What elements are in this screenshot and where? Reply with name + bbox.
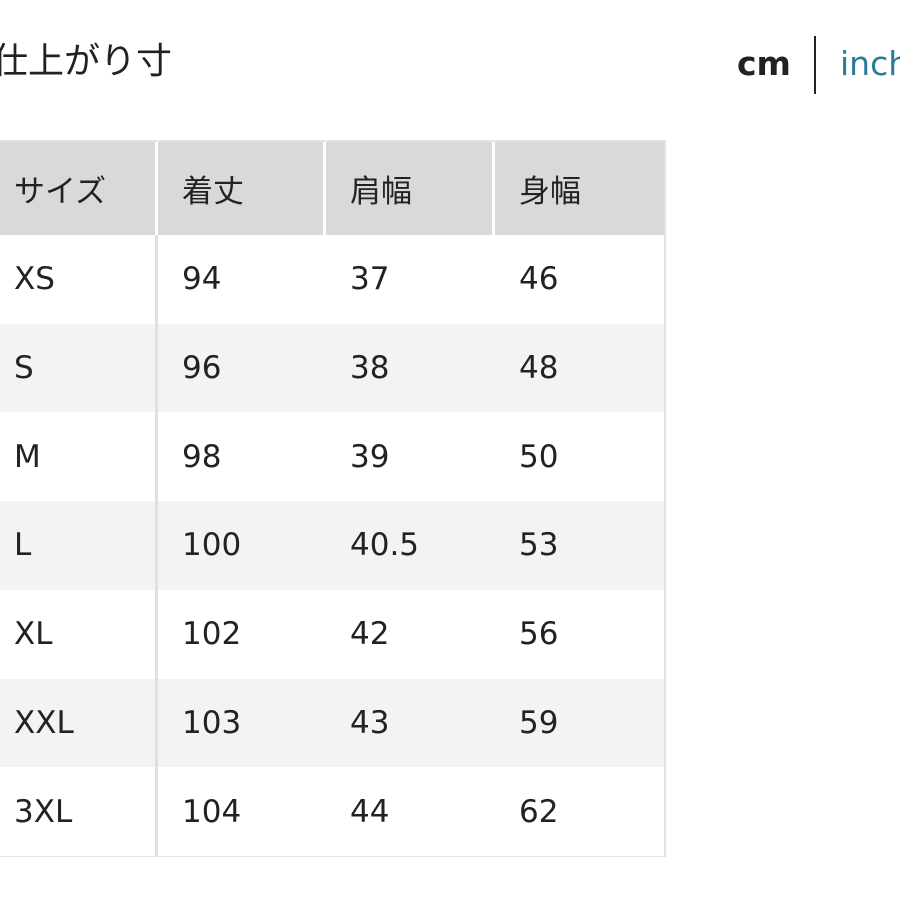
header-cell: 着丈 [158, 142, 323, 235]
row-bg [0, 589, 664, 679]
table-cell: 62 [519, 793, 559, 830]
table-cell: 38 [350, 350, 390, 387]
table-cell: 40.5 [350, 527, 420, 564]
table-cell: S [14, 350, 34, 387]
table-cell: 53 [519, 527, 559, 564]
unit-cm[interactable]: cm [737, 44, 791, 83]
table-cell: 96 [182, 350, 222, 387]
table-cell: M [14, 438, 41, 475]
table-cell: 46 [519, 261, 559, 298]
row-bg [0, 412, 664, 502]
separator [814, 36, 816, 94]
size-table: サイズ 着丈 肩幅 身幅 XS 94 37 46 S 96 38 48 M 98 39 50 L 100 40.5 5… [0, 140, 666, 857]
table-cell: 39 [350, 438, 390, 475]
table-cell: 94 [182, 261, 222, 298]
table-cell: XL [14, 616, 53, 653]
table-cell: 103 [182, 704, 242, 741]
row-bg [0, 767, 664, 856]
table-cell: 48 [519, 350, 559, 387]
table-cell: 37 [350, 261, 390, 298]
table-cell: 50 [519, 438, 559, 475]
row-bg [0, 323, 664, 413]
table-cell: 98 [182, 438, 222, 475]
table-cell: 56 [519, 616, 559, 653]
table-cell: 59 [519, 704, 559, 741]
column-divider [155, 235, 158, 856]
row-bg [0, 501, 664, 590]
table-cell: 44 [350, 793, 390, 830]
table-cell: 3XL [14, 793, 73, 830]
table-cell: L [14, 527, 32, 564]
table-cell: 104 [182, 793, 242, 830]
table-cell: XXL [14, 704, 74, 741]
table-cell: 43 [350, 704, 390, 741]
unit-inch[interactable]: inch [840, 44, 900, 83]
row-bg [0, 678, 664, 768]
title: 仕上がり寸 [0, 41, 173, 82]
table-cell: XS [14, 261, 55, 298]
header-cell: 肩幅 [326, 142, 492, 235]
table-cell: 100 [182, 527, 242, 564]
header-cell: サイズ [0, 142, 155, 235]
row-bg [0, 235, 664, 324]
table-cell: 102 [182, 616, 242, 653]
table-cell: 42 [350, 616, 390, 653]
header-cell: 身幅 [495, 142, 664, 235]
